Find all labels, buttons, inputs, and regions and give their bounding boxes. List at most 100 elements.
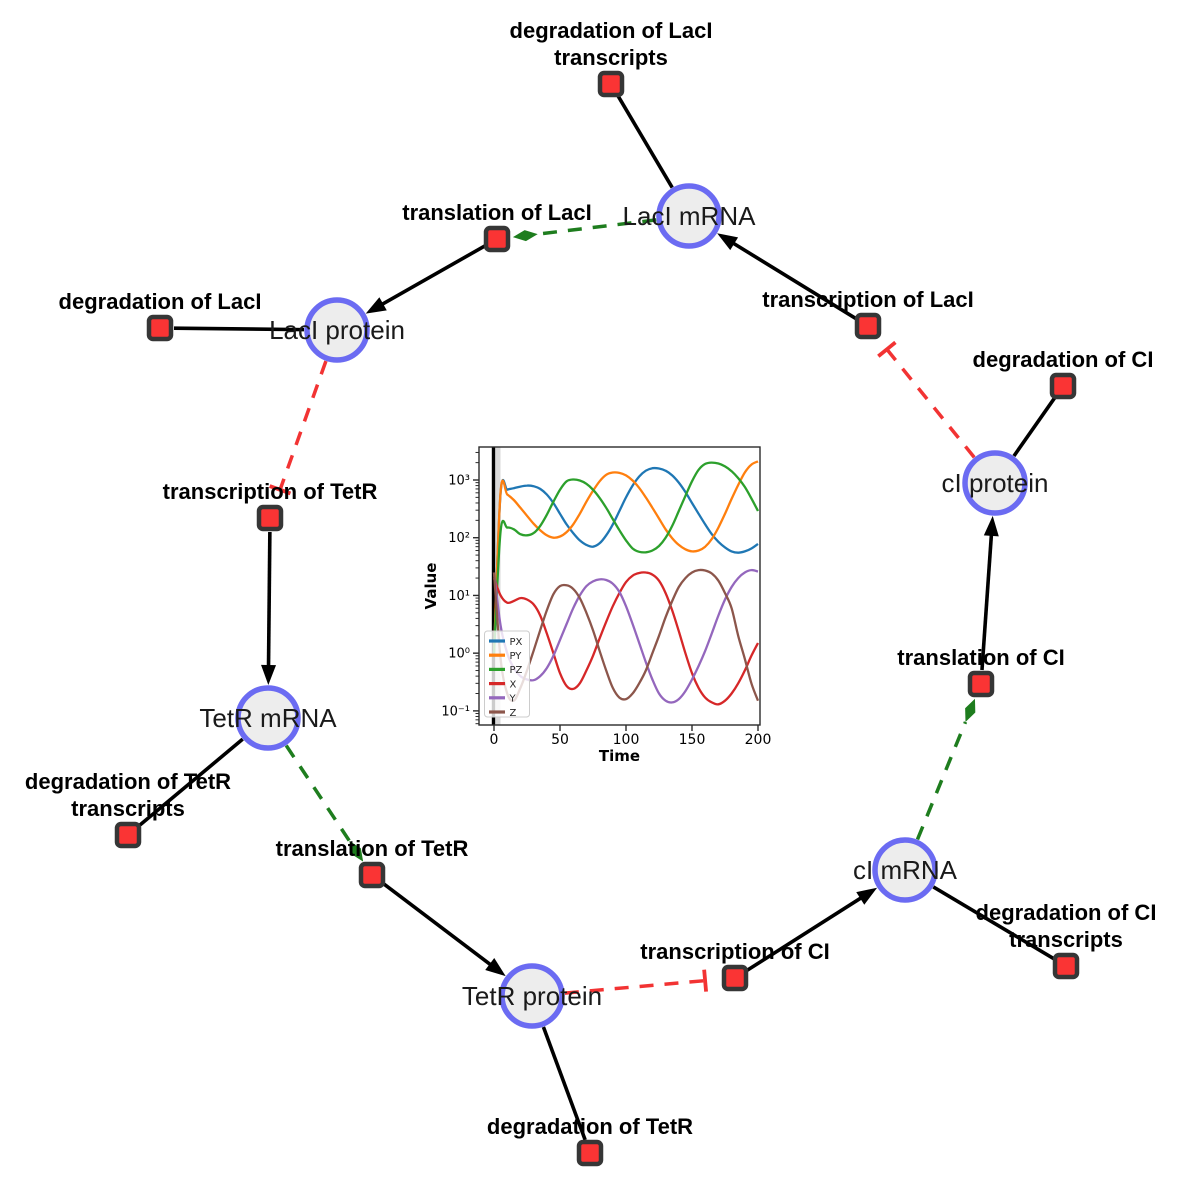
reaction-node-transcription-laci — [854, 312, 882, 340]
modifier-line — [537, 218, 657, 236]
edge-ci-protein-transcription-laci — [877, 340, 976, 459]
reaction-node-transcription-ci — [721, 964, 749, 992]
diamond-arrowhead-icon — [512, 230, 538, 242]
series-line-Z — [492, 568, 760, 703]
plot-frame — [478, 446, 761, 726]
nodes-layer — [114, 70, 1080, 1167]
x-tick-label: 50 — [551, 732, 569, 748]
reaction-label-translation-tetr: translation of TetR — [276, 836, 469, 861]
inhibitor-tee-icon — [877, 340, 897, 358]
y-tick-label: 10⁻¹ — [441, 704, 470, 719]
y-axis-label: Value — [422, 563, 440, 610]
reaction-label-degradation-tetr-transcripts-line1: degradation of TetR — [25, 769, 231, 794]
reactant-line — [541, 1026, 587, 1141]
species-label-ci-protein: cI protein — [942, 468, 1049, 498]
diamond-arrowhead-icon — [965, 698, 976, 722]
x-tick-label: 200 — [745, 732, 772, 748]
y-tick-label: 10² — [448, 531, 470, 546]
labels-layer: LacI mRNA LacI protein TetR mRNA TetR prote… — [25, 18, 1157, 1139]
inhibitor-tee-icon — [702, 969, 708, 992]
reactant-line — [932, 885, 1055, 961]
reaction-label-degradation-ci-transcripts-line2: transcripts — [1009, 927, 1123, 952]
x-tick-label: 150 — [679, 732, 706, 748]
x-tick-label: 100 — [613, 732, 640, 748]
reactant-line — [1012, 396, 1057, 458]
edge-transcription-tetr-tetr-mrna — [261, 531, 277, 686]
species-node-ci-protein — [962, 450, 1028, 516]
reaction-label-transcription-laci: transcription of LacI — [762, 287, 973, 312]
edge-laci-protein-degradation-laci — [173, 326, 305, 332]
edge-ci-mrna-translation-ci — [915, 698, 976, 841]
series-line-X — [492, 571, 760, 706]
arrowhead-icon — [856, 887, 878, 905]
reaction-label-degradation-tetr: degradation of TetR — [487, 1114, 693, 1139]
arrowhead-icon — [485, 958, 506, 977]
edge-ci-protein-degradation-ci — [1012, 396, 1057, 458]
reaction-node-degradation-laci — [146, 314, 174, 342]
y-tick-label: 10³ — [448, 474, 470, 489]
reaction-node-degradation-laci-transcripts — [597, 70, 625, 98]
modifier-line — [915, 721, 968, 841]
inhibitor-line — [885, 348, 976, 459]
species-label-laci-mrna: LacI mRNA — [623, 201, 757, 231]
reaction-label-degradation-ci: degradation of CI — [973, 347, 1154, 372]
legend-label-Y: Y — [509, 694, 517, 705]
modifier-line — [284, 744, 351, 842]
reaction-label-degradation-ci-transcripts-line1: degradation of CI — [976, 900, 1157, 925]
reaction-node-transcription-tetr — [256, 504, 284, 532]
legend-label-Z: Z — [510, 708, 517, 719]
edge-translation-laci-laci-protein — [365, 244, 486, 314]
species-node-laci-protein — [304, 297, 370, 363]
reaction-node-translation-laci — [483, 225, 511, 253]
legend-label-X: X — [510, 679, 517, 690]
species-node-tetr-protein — [499, 963, 565, 1029]
edge-tetr-mrna-degradation-tetr-transcripts — [137, 737, 244, 828]
series-line-PZ — [492, 461, 760, 654]
species-label-ci-mrna: cI mRNA — [853, 855, 958, 885]
reaction-label-transcription-ci: transcription of CI — [640, 939, 829, 964]
legend-label-PZ: PZ — [510, 665, 523, 676]
inhibitor-tee-icon — [269, 484, 292, 496]
diamond-arrowhead-icon — [349, 840, 364, 862]
arrowhead-icon — [983, 515, 999, 537]
edge-laci-mrna-translation-laci — [512, 218, 657, 242]
x-tick-label: 0 — [490, 732, 499, 748]
arrowhead-icon — [365, 297, 387, 314]
product-line — [728, 239, 858, 321]
reaction-node-degradation-ci-transcripts — [1052, 952, 1080, 980]
reaction-label-translation-ci: translation of CI — [897, 645, 1064, 670]
reaction-label-translation-laci: translation of LacI — [402, 200, 591, 225]
legend-label-PX: PX — [510, 637, 523, 648]
timeseries-chart: PX PY PZ XYZ 10⁻¹ 10⁰ 10¹ 10² 10³ 0 50 100 150 200 Tim… — [422, 446, 772, 765]
reaction-node-translation-tetr — [358, 861, 386, 889]
product-line — [382, 882, 496, 970]
reaction-label-degradation-laci-transcripts-line2: transcripts — [554, 45, 668, 70]
edge-ci-mrna-degradation-ci-transcripts — [932, 885, 1055, 961]
legend-box — [484, 630, 530, 718]
reaction-node-degradation-tetr-transcripts — [114, 821, 142, 849]
reaction-label-transcription-tetr: transcription of TetR — [163, 479, 378, 504]
arrowhead-icon — [261, 664, 277, 686]
y-tick-label: 10⁰ — [448, 647, 470, 662]
reaction-node-translation-ci — [967, 670, 995, 698]
edge-transcription-ci-ci-mrna — [745, 887, 878, 973]
edge-tetr-mrna-translation-tetr — [284, 744, 364, 862]
reactant-line — [173, 326, 305, 332]
reaction-label-degradation-laci: degradation of LacI — [59, 289, 262, 314]
arrowhead-icon — [717, 233, 739, 251]
species-node-ci-mrna — [872, 837, 938, 903]
edge-tetr-protein-degradation-tetr — [541, 1026, 587, 1141]
species-label-laci-protein: LacI protein — [269, 315, 405, 345]
species-label-tetr-protein: TetR protein — [462, 981, 602, 1011]
product-line — [266, 531, 272, 672]
product-line — [745, 893, 867, 973]
species-node-tetr-mrna — [235, 685, 301, 751]
series-line-Y — [492, 568, 759, 704]
chart-legend: PX PY PZ XYZ — [484, 630, 530, 719]
series-line-PX — [492, 466, 759, 654]
product-line — [980, 529, 994, 671]
reactant-line — [137, 737, 244, 828]
edge-transcription-laci-laci-mrna — [717, 233, 858, 321]
